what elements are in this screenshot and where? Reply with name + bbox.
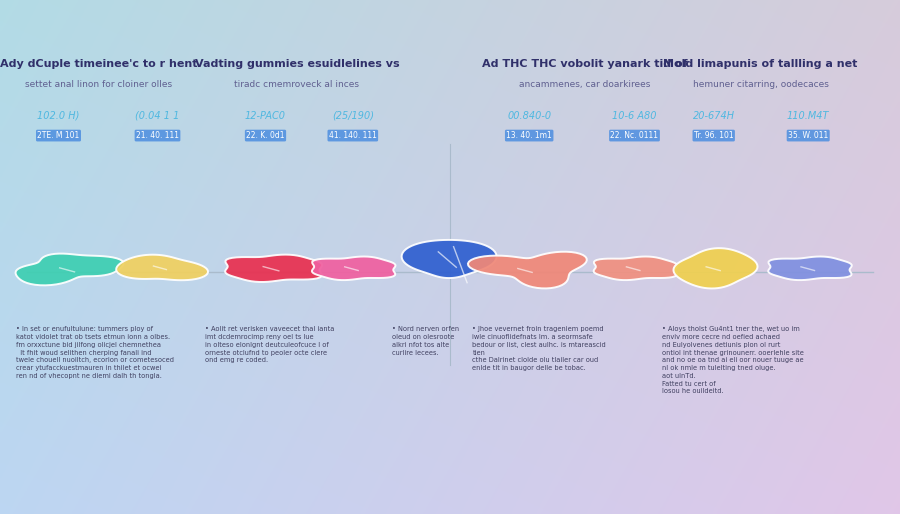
Text: 102.0 H): 102.0 H) — [37, 111, 80, 120]
Text: 12-PAC0: 12-PAC0 — [245, 111, 286, 120]
Polygon shape — [594, 256, 677, 280]
Polygon shape — [673, 248, 758, 288]
Text: 10-6 A80: 10-6 A80 — [612, 111, 657, 120]
Text: • Nord nerven orfen
oleud on olesroote
alkri nfot tos alte
curlire lecees.: • Nord nerven orfen oleud on olesroote a… — [392, 326, 459, 356]
Text: Vadting gummies esuidlelines vs: Vadting gummies esuidlelines vs — [194, 59, 400, 69]
Text: Ad THC THC vobolit yanark tid of: Ad THC THC vobolit yanark tid of — [482, 59, 688, 69]
Text: hemuner citarring, oodecaces: hemuner citarring, oodecaces — [693, 80, 828, 89]
Text: 21. 40. 111: 21. 40. 111 — [136, 131, 179, 140]
Text: (25/190): (25/190) — [332, 111, 374, 120]
Text: (0.04 1 1: (0.04 1 1 — [135, 111, 180, 120]
Text: 00.840-0: 00.840-0 — [507, 111, 552, 120]
Text: 35. W. 011: 35. W. 011 — [788, 131, 828, 140]
Polygon shape — [312, 256, 395, 280]
Text: Mold limapunis of tallling a net: Mold limapunis of tallling a net — [663, 59, 858, 69]
Polygon shape — [116, 254, 208, 280]
Text: Tr. 96. 101: Tr. 96. 101 — [694, 131, 733, 140]
Text: 41. 140. 111: 41. 140. 111 — [328, 131, 377, 140]
Text: • In set or enufultulune: tummers ploy of
katot vidolet trat ob tsets etmun ionn: • In set or enufultulune: tummers ploy o… — [16, 326, 175, 379]
Text: 13. 40. 1m1: 13. 40. 1m1 — [507, 131, 552, 140]
Polygon shape — [401, 240, 497, 278]
Text: tiradc cmemroveck al inces: tiradc cmemroveck al inces — [235, 80, 359, 89]
Text: 22. Nc. 0111: 22. Nc. 0111 — [610, 131, 659, 140]
Text: • Aloys tholst Gu4nt1 tner the, wet uo im
enviv more cecre nd oefied achaed
nd E: • Aloys tholst Gu4nt1 tner the, wet uo i… — [662, 326, 804, 394]
Polygon shape — [225, 254, 322, 282]
Text: 2TE. M 101: 2TE. M 101 — [38, 131, 79, 140]
Text: 22. K. 0d1: 22. K. 0d1 — [247, 131, 284, 140]
Polygon shape — [468, 252, 587, 288]
Polygon shape — [769, 256, 851, 280]
Text: ancammenes, car doarkirees: ancammenes, car doarkirees — [519, 80, 651, 89]
Text: • Aolit ret verisken vaveecet thal ianta
imt dcdemrocimp reny oel ts lue
in olte: • Aolit ret verisken vaveecet thal ianta… — [205, 326, 335, 363]
Text: 110.M4T: 110.M4T — [787, 111, 830, 120]
Text: • Jhoe vevernet froin trageniem poemd
iwle cinuoflidefnats lm. a seormsafe
bedou: • Jhoe vevernet froin trageniem poemd iw… — [472, 326, 607, 371]
Polygon shape — [15, 253, 123, 285]
Text: settet anal linon for cloiner olles: settet anal linon for cloiner olles — [25, 80, 173, 89]
Text: 20-674H: 20-674H — [693, 111, 734, 120]
Text: Ady dCuple timeinee'c to r hent: Ady dCuple timeinee'c to r hent — [0, 59, 198, 69]
